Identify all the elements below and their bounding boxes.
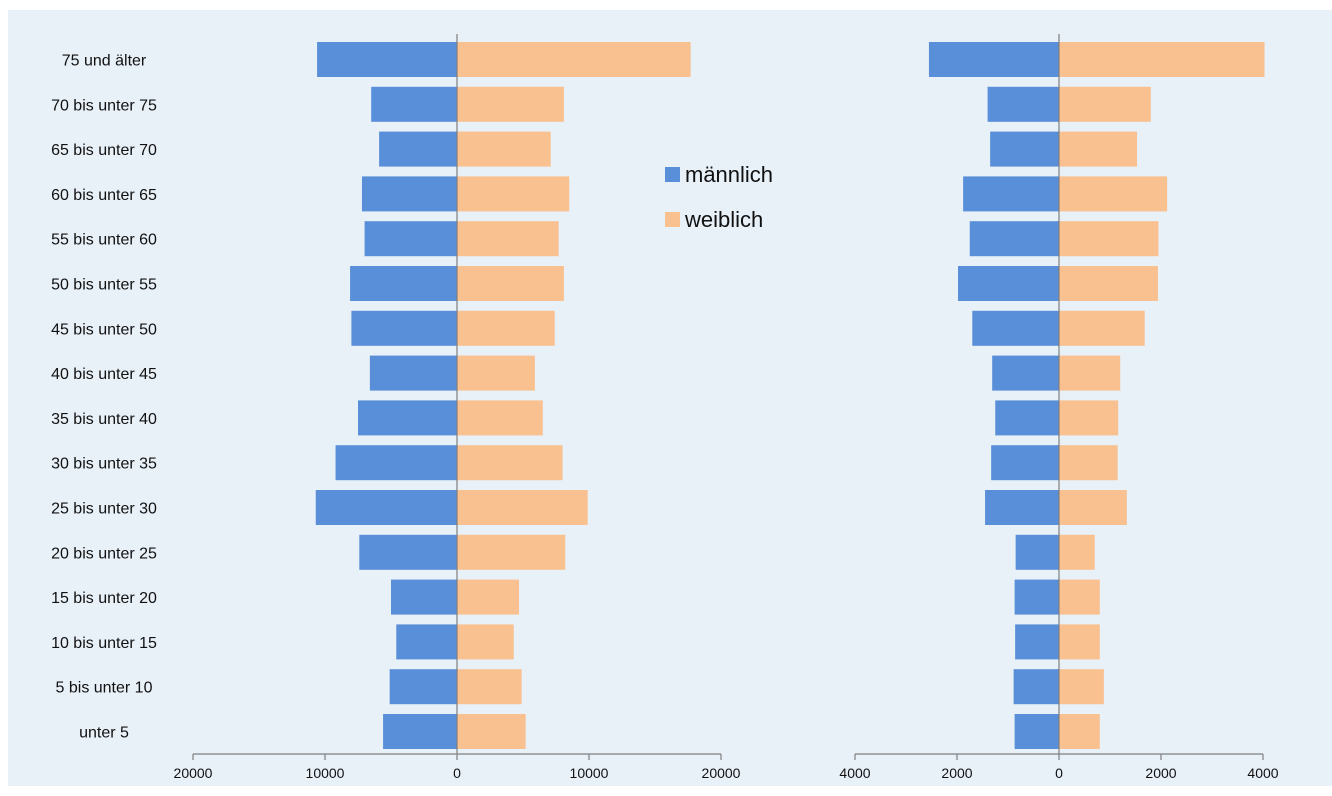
category-label: 30 bis unter 35 (51, 456, 157, 473)
category-label: 50 bis unter 55 (51, 277, 157, 294)
legend-label: weiblich (684, 207, 763, 232)
left-female-bar (457, 714, 526, 749)
right-male-bar (985, 490, 1059, 525)
left-male-bar (317, 42, 457, 77)
left-x-tick-label: 0 (453, 765, 461, 781)
right-female-bar (1059, 310, 1145, 346)
left-x-tick-label: 20000 (174, 765, 213, 781)
category-label: 10 bis unter 15 (51, 635, 157, 652)
left-x-tick-label: 20000 (702, 765, 741, 781)
left-male-bar (335, 445, 457, 481)
left-male-bar (358, 400, 457, 436)
legend-swatch (665, 212, 680, 227)
left-x-tick-label: 10000 (306, 765, 345, 781)
right-x-tick-label: 2000 (941, 765, 972, 781)
left-female-bar (457, 176, 570, 212)
chart-area: 75 und älter 70 bis unter 75 65 bis unter … (8, 10, 1332, 786)
category-label: 70 bis unter 75 (51, 97, 157, 114)
left-female-bar (457, 579, 520, 615)
right-male-bar (1014, 579, 1059, 615)
population-pyramid-chart: 75 und älter 70 bis unter 75 65 bis unter … (51, 34, 1279, 781)
right-female-bar (1059, 355, 1121, 391)
right-female-bar (1059, 86, 1151, 122)
left-male-bar (391, 579, 457, 615)
right-male-bar (987, 86, 1059, 122)
left-male-bar (379, 131, 457, 167)
category-label: 65 bis unter 70 (51, 142, 157, 159)
category-label: unter 5 (79, 725, 129, 742)
left-female-bar (457, 490, 588, 525)
category-label: 25 bis unter 30 (51, 501, 157, 518)
left-male-bar (350, 266, 457, 301)
right-male-bar (972, 310, 1059, 346)
right-female-bar (1059, 669, 1104, 705)
right-male-bar (1015, 624, 1059, 660)
right-male-bar (928, 42, 1059, 77)
left-female-bar (457, 624, 514, 660)
left-male-bar (383, 714, 457, 749)
right-female-bar (1059, 400, 1119, 436)
right-female-bar (1059, 490, 1127, 525)
right-x-tick-label: 4000 (839, 765, 870, 781)
left-female-bar (457, 86, 564, 122)
right-female-bar (1059, 714, 1100, 749)
right-x-tick-label: 2000 (1145, 765, 1176, 781)
right-female-bar (1059, 176, 1168, 212)
left-male-bar (361, 176, 457, 212)
right-male-bar (990, 131, 1059, 167)
left-male-bar (371, 86, 457, 122)
left-female-bar (457, 131, 551, 167)
right-male-bar (1014, 714, 1059, 749)
right-male-bar (958, 266, 1059, 301)
right-female-bar (1059, 579, 1100, 615)
left-male-bar (359, 534, 457, 570)
left-female-bar (457, 445, 563, 481)
category-label: 35 bis unter 40 (51, 411, 157, 428)
left-male-bar (389, 669, 457, 705)
left-male-bar (315, 490, 457, 525)
right-x-tick-label: 0 (1055, 765, 1063, 781)
left-male-bar (369, 355, 457, 391)
right-male-bar (991, 445, 1059, 481)
left-female-bar (457, 310, 555, 346)
right-female-bar (1059, 534, 1095, 570)
category-label: 20 bis unter 25 (51, 545, 157, 562)
left-male-bar (396, 624, 457, 660)
left-male-bar (364, 221, 457, 257)
category-label: 60 bis unter 65 (51, 187, 157, 204)
category-label: 55 bis unter 60 (51, 232, 157, 249)
category-label: 45 bis unter 50 (51, 321, 157, 338)
legend-label: männlich (685, 162, 773, 187)
left-x-tick-label: 10000 (570, 765, 609, 781)
right-male-bar (1013, 669, 1059, 705)
right-female-bar (1059, 131, 1138, 167)
left-female-bar (457, 42, 691, 77)
right-female-bar (1059, 221, 1159, 257)
right-female-bar (1059, 266, 1158, 301)
right-male-bar (963, 176, 1059, 212)
right-female-bar (1059, 624, 1100, 660)
right-male-bar (969, 221, 1059, 257)
right-female-bar (1059, 42, 1265, 77)
right-male-bar (992, 355, 1059, 391)
left-female-bar (457, 355, 535, 391)
category-label: 40 bis unter 45 (51, 366, 157, 383)
left-female-bar (457, 400, 543, 436)
left-female-bar (457, 534, 566, 570)
category-label: 75 und älter (62, 53, 147, 70)
left-female-bar (457, 266, 564, 301)
left-male-bar (351, 310, 457, 346)
right-male-bar (1015, 534, 1059, 570)
category-label: 5 bis unter 10 (56, 680, 153, 697)
category-label: 15 bis unter 20 (51, 590, 157, 607)
right-x-tick-label: 4000 (1247, 765, 1278, 781)
right-male-bar (995, 400, 1059, 436)
left-female-bar (457, 221, 559, 257)
right-female-bar (1059, 445, 1118, 481)
legend-swatch (665, 167, 680, 182)
left-female-bar (457, 669, 522, 705)
